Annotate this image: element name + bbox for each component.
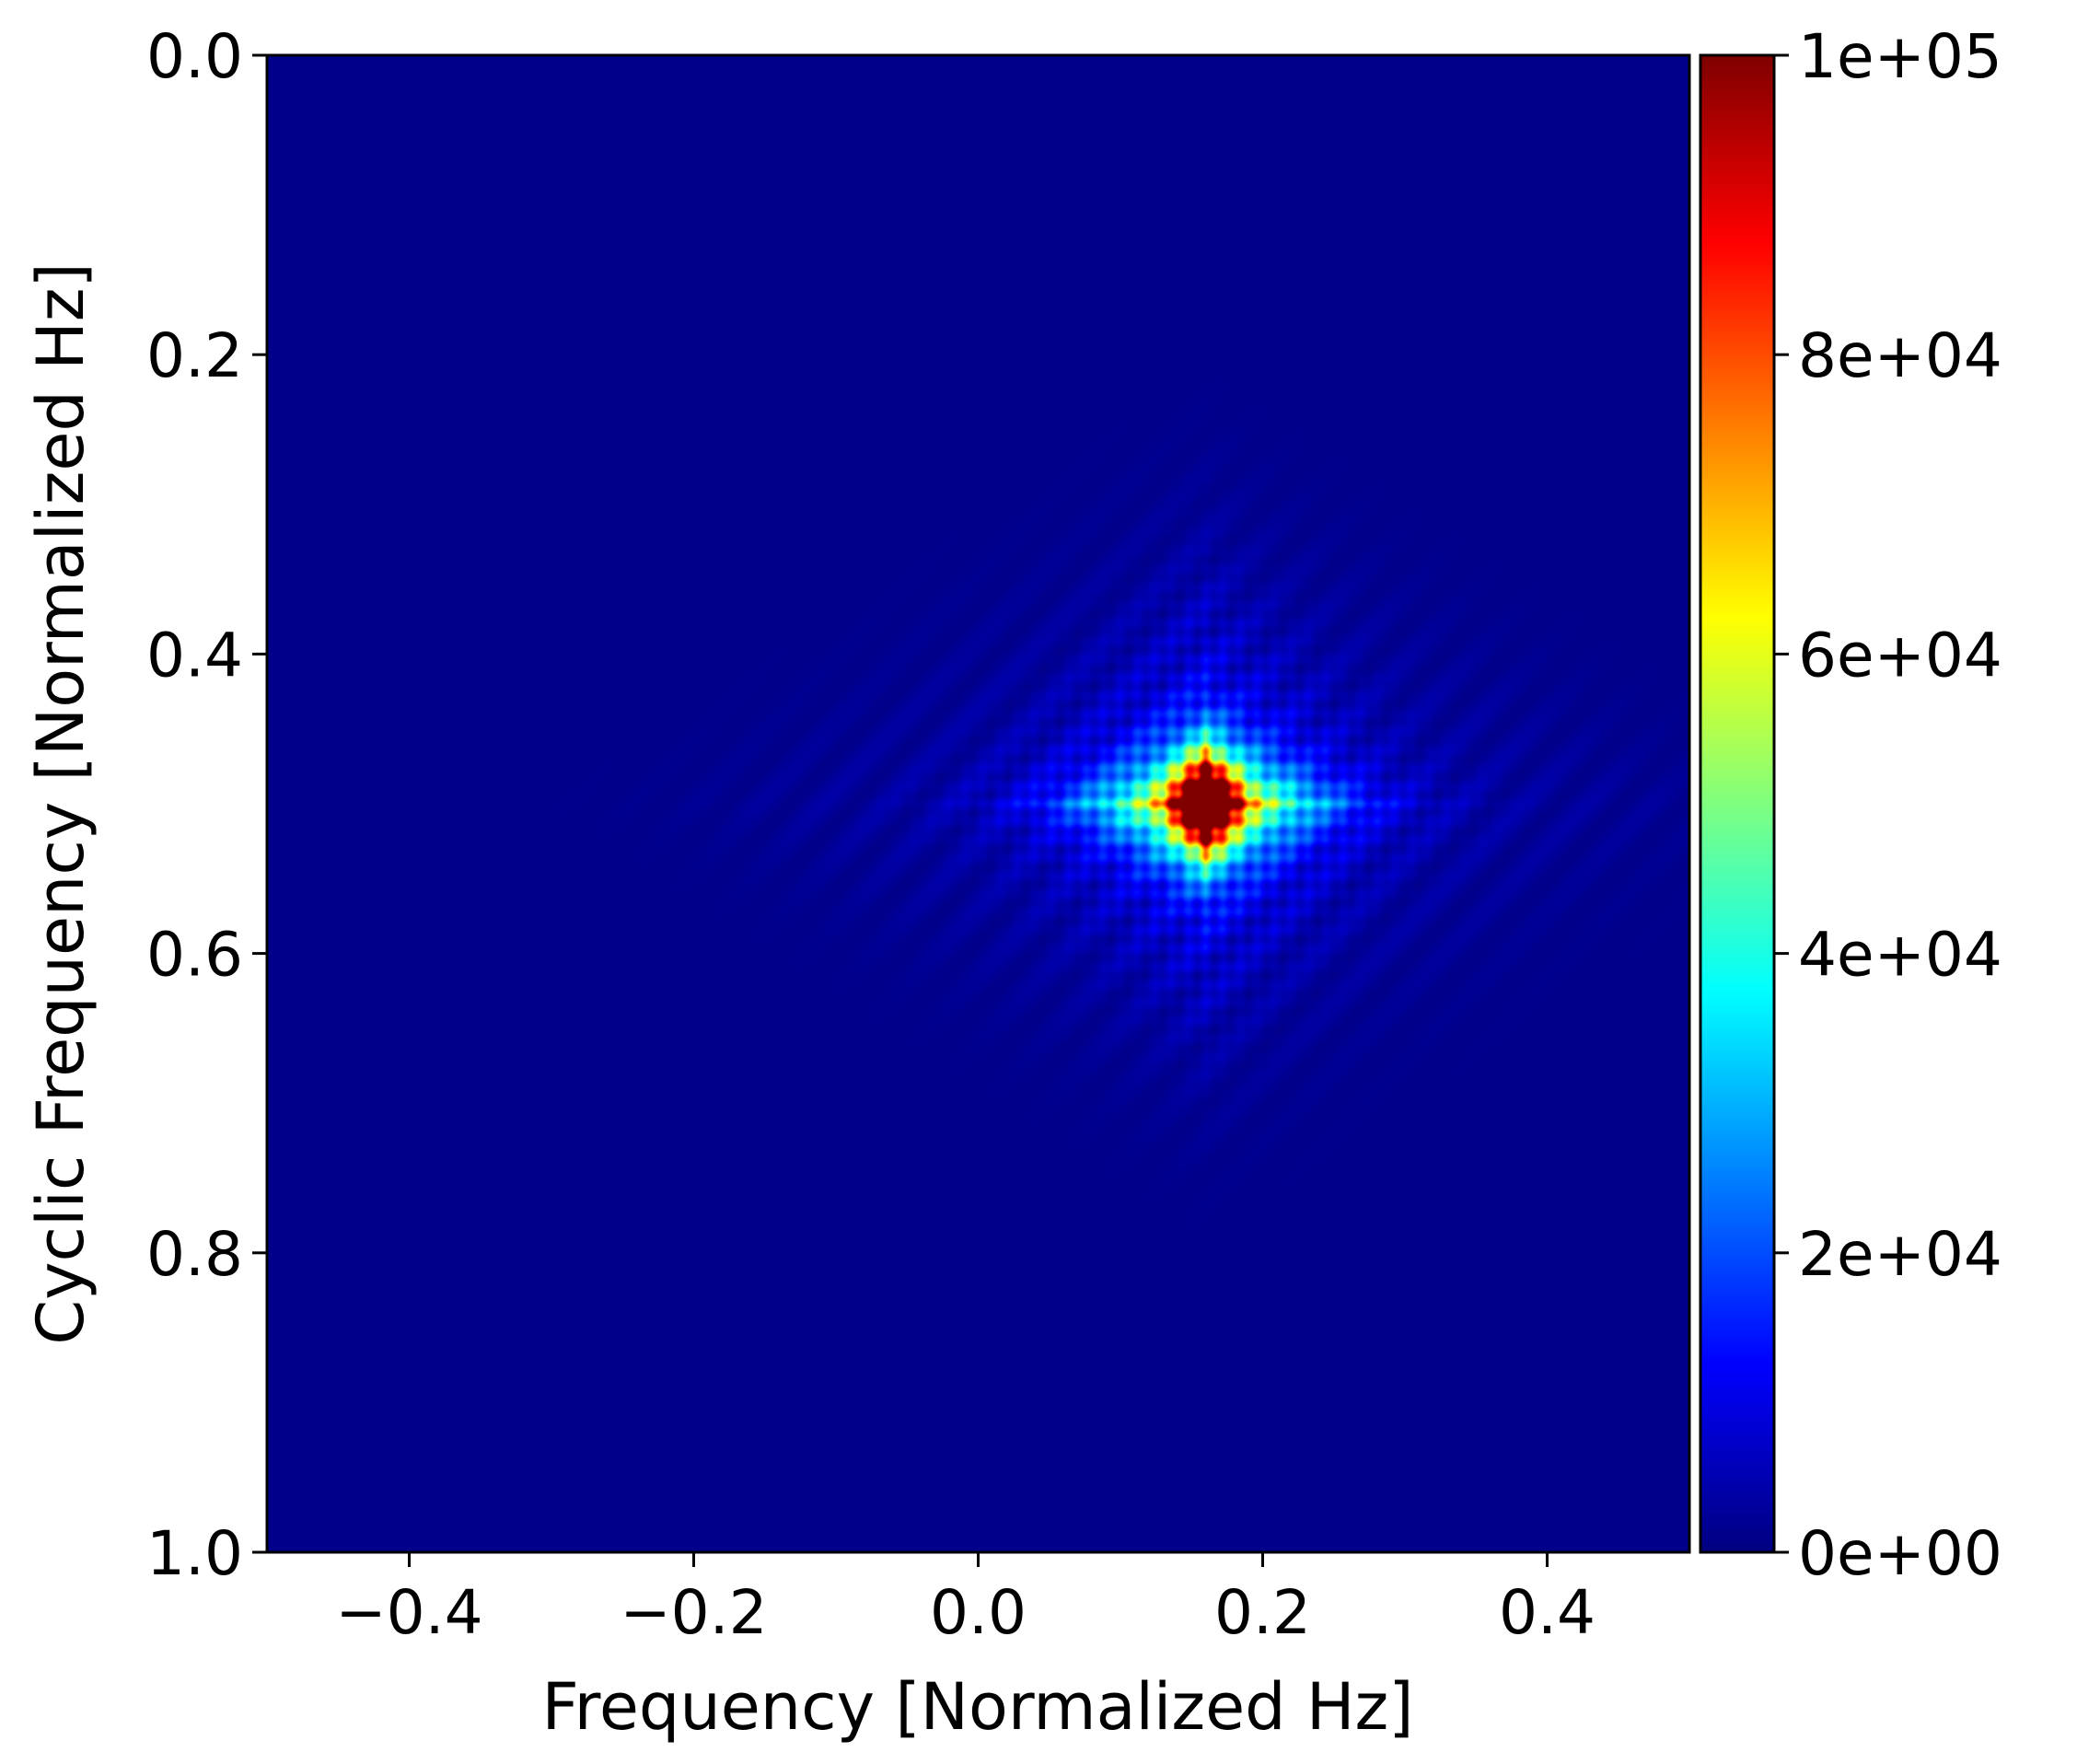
y-tick-label: 0.6 <box>146 920 243 991</box>
x-axis-label: Frequency [Normalized Hz] <box>541 1669 1413 1745</box>
y-axis-ticks: 0.0 0.2 0.4 0.6 0.8 1.0 <box>146 21 267 1589</box>
plot-frame <box>265 53 1691 1554</box>
x-tick-label: 0.4 <box>1499 1577 1595 1648</box>
colorbar-tick-label: 4e+04 <box>1798 920 2002 991</box>
heatmap-plot-area <box>267 55 1689 1552</box>
y-axis-label: Cyclic Frequency [Normalized Hz] <box>23 262 99 1345</box>
x-tick-label: −0.2 <box>620 1577 767 1648</box>
colorbar-gradient <box>1700 55 1774 1552</box>
colorbar-tick-label: 8e+04 <box>1798 320 2002 391</box>
y-tick-label: 1.0 <box>146 1518 243 1589</box>
heatmap-image <box>267 55 1689 1552</box>
colorbar-tick-label: 2e+04 <box>1798 1219 2002 1290</box>
x-axis-ticks: −0.4 −0.2 0.0 0.2 0.4 <box>335 1552 1595 1648</box>
y-tick-label: 0.0 <box>146 21 243 92</box>
y-tick-label: 0.4 <box>146 620 243 691</box>
x-tick-label: 0.2 <box>1214 1577 1311 1648</box>
colorbar-tick-label: 6e+04 <box>1798 620 2002 691</box>
y-tick-label: 0.2 <box>146 320 243 391</box>
x-tick-label: 0.0 <box>930 1577 1027 1648</box>
colorbar-frame <box>1699 53 1776 1554</box>
y-tick-label: 0.8 <box>146 1219 243 1290</box>
colorbar-tick-label: 1e+05 <box>1798 21 2002 92</box>
x-tick-label: −0.4 <box>335 1577 482 1648</box>
colorbar-ticks: 0e+00 2e+04 4e+04 6e+04 8e+04 1e+05 <box>1774 21 2002 1589</box>
colorbar-tick-label: 0e+00 <box>1798 1518 2002 1589</box>
colorbar <box>1700 55 1774 1552</box>
